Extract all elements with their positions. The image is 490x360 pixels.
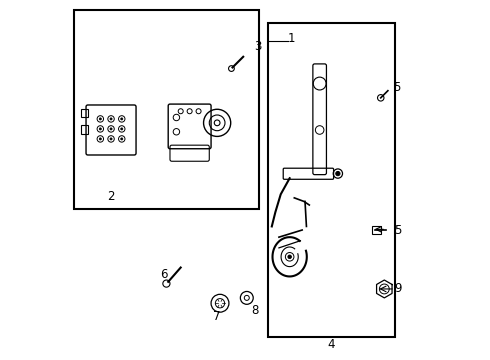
Bar [268, 23, 395, 337]
Circle shape [110, 118, 112, 120]
Text: 2: 2 [107, 190, 115, 203]
Circle shape [99, 118, 101, 120]
Circle shape [110, 128, 112, 130]
Text: 6: 6 [160, 268, 167, 281]
Text: 5: 5 [394, 224, 401, 237]
Circle shape [336, 171, 340, 176]
Bar [74, 10, 259, 208]
Circle shape [110, 138, 112, 140]
Circle shape [121, 138, 123, 140]
Bar [372, 226, 381, 234]
Text: 8: 8 [251, 304, 258, 317]
Circle shape [99, 138, 101, 140]
Bar [81, 125, 88, 134]
Bar [81, 109, 88, 117]
Text: 9: 9 [394, 283, 402, 296]
Text: 5: 5 [393, 81, 400, 94]
Circle shape [288, 255, 292, 258]
Text: 3: 3 [254, 40, 261, 53]
Text: 4: 4 [328, 338, 335, 351]
Text: 1: 1 [288, 32, 295, 45]
Circle shape [99, 128, 101, 130]
Text: 7: 7 [213, 310, 220, 323]
Circle shape [121, 128, 123, 130]
Circle shape [121, 118, 123, 120]
